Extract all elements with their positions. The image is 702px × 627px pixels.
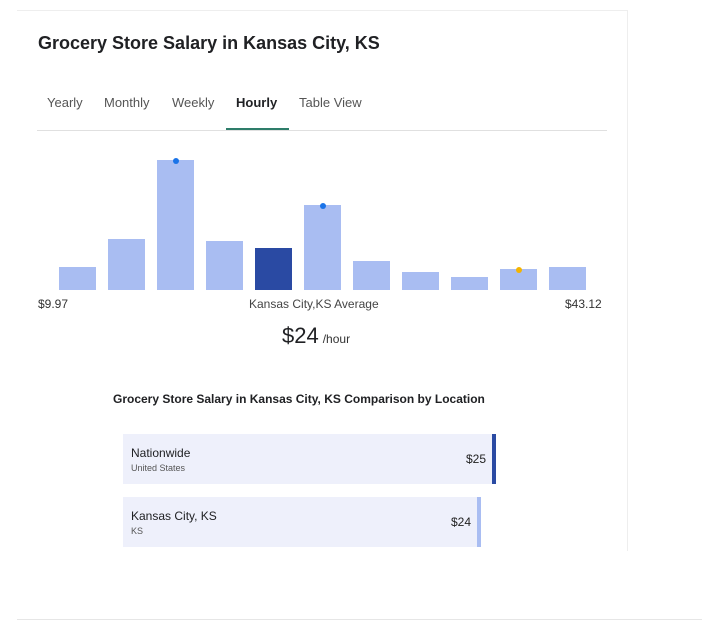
comparison-value: $25	[465, 452, 486, 466]
tab-table-view[interactable]: Table View	[299, 95, 362, 110]
range-max-label: $43.12	[565, 297, 602, 311]
average-value: $24/hour	[282, 323, 350, 349]
histogram-marker-dot	[172, 158, 179, 164]
average-label: Kansas City,KS Average	[249, 297, 379, 311]
comparison-row-nationwide[interactable]: Nationwide United States $25	[123, 434, 496, 484]
average-unit: /hour	[322, 332, 351, 346]
comparison-sublocation: KS	[131, 526, 144, 536]
comparison-row-kansas-city[interactable]: Kansas City, KS KS $24	[123, 497, 481, 547]
active-tab-indicator	[226, 128, 289, 131]
histogram-bar[interactable]	[206, 241, 243, 290]
tab-hourly[interactable]: Hourly	[236, 95, 278, 110]
histogram-bar[interactable]	[59, 267, 96, 290]
histogram-bar[interactable]	[255, 248, 292, 290]
histogram-marker-dot	[319, 203, 326, 209]
comparison-marker	[492, 434, 496, 484]
histogram-bar[interactable]	[353, 261, 390, 290]
histogram-bar[interactable]	[304, 205, 341, 290]
tab-weekly[interactable]: Weekly	[172, 95, 215, 110]
bottom-divider	[17, 619, 702, 620]
comparison-value: $24	[450, 515, 471, 529]
comparison-marker	[477, 497, 481, 547]
histogram-bar[interactable]	[549, 267, 586, 290]
period-tabs: Yearly Monthly Weekly Hourly Table View	[37, 92, 607, 132]
page-title: Grocery Store Salary in Kansas City, KS	[38, 33, 380, 53]
tab-monthly[interactable]: Monthly	[104, 95, 150, 110]
comparison-sublocation: United States	[131, 463, 186, 473]
tabs-divider	[37, 130, 607, 131]
histogram-marker-dot	[515, 267, 522, 273]
range-min-label: $9.97	[38, 297, 69, 311]
histogram-bar[interactable]	[451, 277, 488, 290]
tab-yearly[interactable]: Yearly	[47, 95, 83, 110]
comparison-title: Grocery Store Salary in Kansas City, KS …	[113, 392, 485, 406]
histogram-bar[interactable]	[157, 160, 194, 290]
comparison-location: Kansas City, KS	[131, 509, 217, 523]
salary-distribution-chart	[0, 0, 702, 300]
histogram-bar[interactable]	[108, 239, 145, 290]
average-amount: $24	[282, 323, 319, 348]
histogram-bar[interactable]	[402, 272, 439, 290]
comparison-location: Nationwide	[131, 446, 191, 460]
histogram-bar[interactable]	[500, 269, 537, 290]
